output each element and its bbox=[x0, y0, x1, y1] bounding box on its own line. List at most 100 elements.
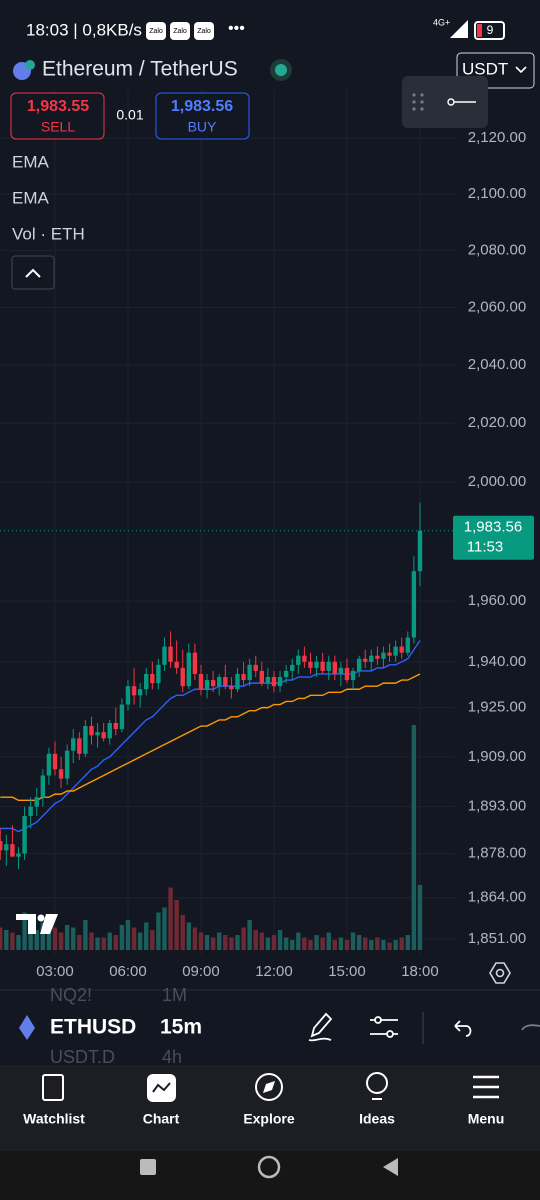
nav-icon[interactable] bbox=[473, 1075, 499, 1099]
volume-bar bbox=[40, 922, 46, 950]
battery bbox=[474, 21, 505, 40]
app-icon bbox=[194, 22, 214, 40]
logo bbox=[37, 914, 45, 922]
candle-body bbox=[144, 673, 149, 690]
volume-bar bbox=[253, 930, 258, 950]
candle-body bbox=[375, 655, 380, 659]
volume-bar bbox=[387, 942, 392, 950]
buy-button[interactable] bbox=[155, 92, 250, 140]
interval[interactable]: 15m bbox=[160, 1016, 202, 1039]
volume-bar bbox=[22, 912, 27, 950]
symbol-title: Ethereum / TetherUS bbox=[42, 58, 238, 81]
nav-label[interactable]: Ideas bbox=[359, 1111, 395, 1127]
network: 4G+ bbox=[433, 17, 450, 27]
candle-body bbox=[186, 652, 192, 687]
symbol[interactable]: ETHUSD bbox=[50, 1016, 136, 1039]
y-tick-label: 2,020.00 bbox=[468, 414, 526, 431]
candle-body bbox=[0, 840, 3, 851]
candle-body bbox=[16, 853, 21, 857]
nav-icon[interactable] bbox=[255, 1073, 283, 1101]
nav-icon bbox=[152, 1082, 171, 1093]
candle-body bbox=[283, 670, 289, 678]
sell-button[interactable] bbox=[10, 92, 105, 140]
candle-body bbox=[344, 667, 350, 681]
app-name: Zalo bbox=[149, 28, 163, 35]
candle-body bbox=[28, 806, 33, 816]
nav-label[interactable]: Explore bbox=[243, 1111, 295, 1127]
candle-body bbox=[64, 750, 70, 779]
volume-bar bbox=[0, 927, 3, 950]
candle-body bbox=[101, 732, 106, 739]
y-tick-label: 2,120.00 bbox=[468, 129, 526, 146]
volume-bar bbox=[174, 900, 179, 950]
app-name: Zalo bbox=[173, 28, 187, 35]
volume-bar bbox=[405, 935, 410, 950]
candle-body bbox=[4, 844, 9, 851]
drag-handle bbox=[412, 93, 424, 111]
candle-body bbox=[180, 667, 185, 687]
volume-bar bbox=[58, 932, 64, 950]
drawing-panel[interactable] bbox=[402, 76, 488, 128]
buy-label: BUY bbox=[188, 119, 217, 135]
coin-icon bbox=[25, 60, 35, 70]
volume-bar bbox=[271, 935, 277, 950]
nav-icon[interactable] bbox=[366, 1072, 388, 1094]
settings-icon[interactable] bbox=[489, 962, 511, 984]
currency: USDT bbox=[462, 59, 508, 78]
volume-bar bbox=[28, 927, 33, 950]
redo-icon[interactable] bbox=[521, 1024, 540, 1031]
volume-bar bbox=[210, 937, 216, 950]
volume-bar bbox=[180, 915, 185, 950]
volume-bar bbox=[332, 940, 338, 950]
volume-bar bbox=[363, 937, 368, 950]
y-tick-label: 1,864.00 bbox=[468, 889, 526, 906]
back-button[interactable] bbox=[383, 1158, 398, 1176]
volume-bar bbox=[95, 937, 100, 950]
system-bar bbox=[0, 1151, 540, 1200]
volume-bar bbox=[393, 940, 398, 950]
candle-body bbox=[174, 661, 179, 668]
indicators-icon[interactable] bbox=[370, 1016, 398, 1038]
y-tick-label: 1,925.00 bbox=[468, 699, 526, 716]
nav-label[interactable]: Menu bbox=[468, 1111, 505, 1127]
draw-icon[interactable] bbox=[308, 1012, 333, 1042]
undo-icon[interactable] bbox=[454, 1020, 472, 1037]
candle-body bbox=[198, 673, 204, 690]
volume-bar bbox=[186, 922, 192, 950]
collapse-button[interactable] bbox=[11, 255, 55, 290]
volume-bar bbox=[265, 937, 271, 950]
nav-icon[interactable] bbox=[42, 1074, 64, 1101]
candle-body bbox=[296, 655, 301, 665]
more: ••• bbox=[228, 20, 245, 37]
y-tick-label: 2,080.00 bbox=[468, 241, 526, 258]
volume-bar bbox=[314, 935, 319, 950]
status-time: 18:03 | 0,8KB/s bbox=[26, 20, 142, 39]
candle-body bbox=[259, 670, 265, 684]
nav-label[interactable]: Watchlist bbox=[23, 1111, 85, 1127]
chevron bbox=[25, 268, 41, 278]
indicator: EMA bbox=[12, 188, 50, 207]
recent-button[interactable] bbox=[140, 1159, 156, 1175]
symbol-option: NQ2! bbox=[50, 985, 92, 1005]
candle-body bbox=[399, 646, 404, 653]
nav-label[interactable]: Chart bbox=[143, 1111, 180, 1127]
candle-body bbox=[22, 815, 27, 854]
symbol-option: USDT.D bbox=[50, 1047, 115, 1067]
y-tick-label: 2,040.00 bbox=[468, 356, 526, 373]
nav-bar bbox=[0, 1065, 540, 1151]
candle-body bbox=[131, 686, 137, 696]
home-button[interactable] bbox=[257, 1155, 281, 1179]
volume-bar bbox=[101, 937, 106, 950]
candle-body bbox=[217, 677, 222, 687]
volume-bar bbox=[229, 937, 234, 950]
candle-body bbox=[277, 677, 283, 687]
battery-level bbox=[477, 24, 482, 37]
x-tick-label: 06:00 bbox=[109, 963, 147, 980]
volume-bar bbox=[64, 925, 70, 950]
volume-bar bbox=[381, 940, 386, 950]
volume-bar bbox=[277, 930, 283, 950]
candle-body bbox=[332, 661, 338, 674]
volume-bar bbox=[77, 935, 82, 950]
y-tick-label: 1,878.00 bbox=[468, 845, 526, 862]
